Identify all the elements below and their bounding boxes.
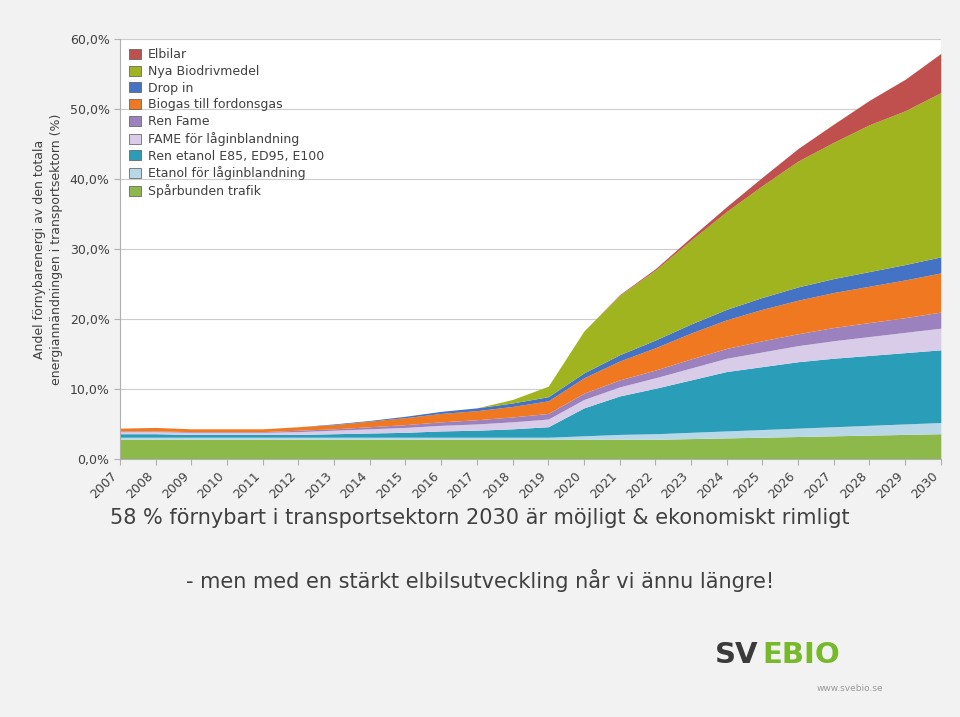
Text: EBIO: EBIO bbox=[762, 641, 840, 669]
Text: 58 % förnybart i transportsektorn 2030 är möjligt & ekonomiskt rimligt: 58 % förnybart i transportsektorn 2030 ä… bbox=[110, 508, 850, 528]
Text: www.svebio.se: www.svebio.se bbox=[816, 684, 883, 693]
Y-axis label: Andel förnybarenergi av den totala
energiannändningen i transportsektorn (%): Andel förnybarenergi av den totala energ… bbox=[33, 113, 62, 385]
Text: - men med en stärkt elbilsutveckling når vi ännu längre!: - men med en stärkt elbilsutveckling når… bbox=[186, 569, 774, 592]
Text: SV: SV bbox=[715, 641, 758, 669]
Legend: Elbilar, Nya Biodrivmedel, Drop in, Biogas till fordonsgas, Ren Fame, FAME för l: Elbilar, Nya Biodrivmedel, Drop in, Biog… bbox=[127, 46, 326, 201]
